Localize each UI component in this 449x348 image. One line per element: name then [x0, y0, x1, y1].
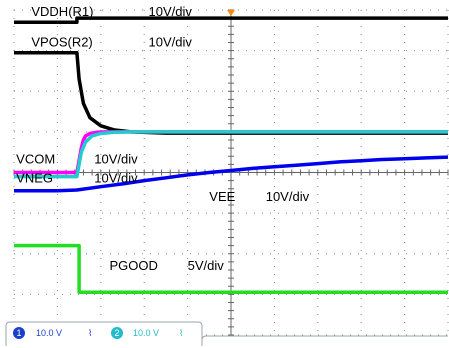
vee-name-label: VEE: [209, 189, 235, 204]
pgood-trace: [14, 243, 448, 295]
ch1-number: 1: [16, 328, 21, 338]
ch1-badge: [13, 327, 25, 339]
vneg-name-label: VNEG: [16, 171, 53, 186]
vee-trace: [14, 155, 449, 193]
vcom-scale-label: 10V/div: [94, 152, 138, 167]
ch2-number: 2: [114, 328, 119, 338]
ch2-badge: [111, 327, 123, 339]
trigger-marker-arrow: [227, 10, 235, 16]
vneg-scale-label: 10V/div: [94, 171, 138, 186]
ch1-scale: 10.0 V: [36, 328, 62, 338]
traces: [14, 16, 449, 295]
trace-labels: VDDH(R1) 10V/div VPOS(R2) 10V/div VCOM 10V/di…: [16, 4, 309, 273]
vddh-scale-label: 10V/div: [149, 4, 193, 19]
ch1-coupling-icon: ⌇: [88, 328, 92, 338]
vee-scale-label: 10V/div: [266, 189, 310, 204]
pgood-name-label: PGOOD: [109, 258, 157, 273]
ch2-coupling-icon: ⌇: [179, 328, 183, 338]
status-bar-tab: [201, 335, 448, 346]
vneg-trace: [14, 130, 448, 179]
vddh-trace: [14, 16, 448, 24]
vcom-name-label: VCOM: [16, 152, 55, 167]
vpos-name-label: VPOS(R2): [31, 35, 92, 50]
trigger-marker: [227, 10, 235, 16]
status-bar: 1 10.0 V ⌇ 2 10.0 V ⌇: [5, 321, 448, 346]
vddh-name-label: VDDH(R1): [31, 4, 93, 19]
pgood-scale-label: 5V/div: [188, 258, 225, 273]
ch2-scale: 10.0 V: [133, 328, 159, 338]
vpos-scale-label: 10V/div: [149, 35, 193, 50]
status-bar-outline: [5, 321, 203, 346]
